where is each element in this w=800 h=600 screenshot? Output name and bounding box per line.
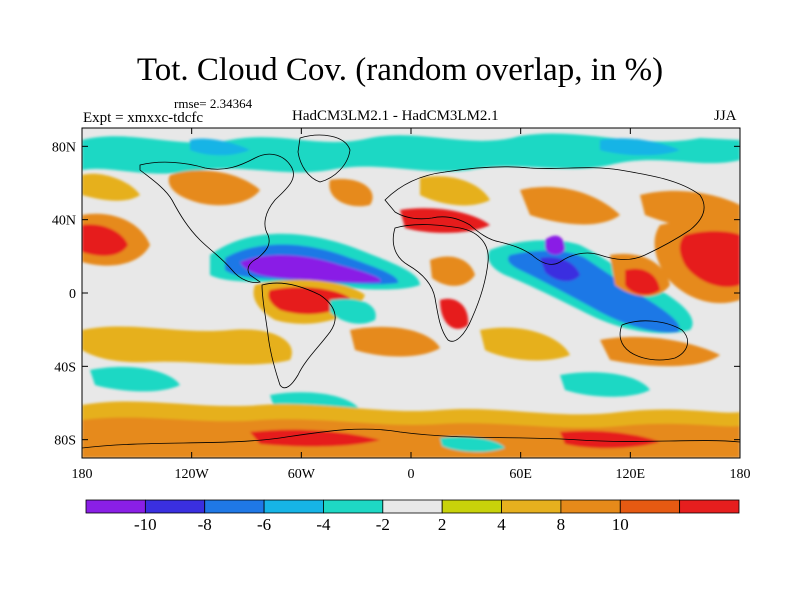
colorbar-label: -10 xyxy=(134,515,157,534)
colorbar-swatch xyxy=(619,499,681,514)
field-patch xyxy=(82,173,140,201)
field-patch xyxy=(560,430,660,449)
field-patch xyxy=(440,436,505,453)
lon-tick-label: 180 xyxy=(72,467,93,482)
field-patch xyxy=(90,366,180,392)
field-patch xyxy=(600,138,680,156)
lat-tick-label: 40N xyxy=(52,214,76,229)
colorbar xyxy=(85,499,740,514)
lon-tick-label: 120W xyxy=(175,467,210,482)
field-patch xyxy=(600,336,720,367)
model-label: HadCM3LM2.1 - HadCM3LM2.1 xyxy=(292,108,499,124)
field-patch xyxy=(420,176,490,206)
season-label: JJA xyxy=(714,108,737,124)
lon-tick-label: 60E xyxy=(509,467,532,482)
coastline-eurasia xyxy=(384,166,705,265)
colorbar-swatch xyxy=(263,499,324,514)
field-patch xyxy=(520,186,620,225)
lon-tick-label: 0 xyxy=(408,467,415,482)
colorbar-label: 4 xyxy=(497,515,506,534)
map-axes: 80N 40N 0 40S 80S 180 120W 60W 0 60E 120E 180 xyxy=(52,128,751,482)
field-patch xyxy=(82,326,292,365)
field-patch xyxy=(268,287,350,315)
field-patch xyxy=(82,224,128,256)
lat-tick-label: 40S xyxy=(54,360,76,375)
colorbar-label: 2 xyxy=(437,515,447,534)
colorbar-swatch xyxy=(323,499,384,514)
field-patch xyxy=(430,256,475,286)
field-patch xyxy=(400,208,490,233)
field-patch xyxy=(168,170,260,206)
lat-tick-label: 80S xyxy=(54,434,76,449)
lon-tick-label: 60W xyxy=(288,467,316,482)
coastline-antarctica xyxy=(82,428,740,449)
colorbar-label: -4 xyxy=(316,515,331,534)
field-patch xyxy=(250,429,380,447)
map-title: Tot. Cloud Cov. (random overlap, in %) xyxy=(136,52,664,88)
field-patch xyxy=(329,179,373,207)
field-patch xyxy=(625,268,660,295)
experiment-label: Expt = xmxxc-tdcfc xyxy=(83,110,204,126)
field-patch xyxy=(240,254,381,283)
coastline-greenland xyxy=(297,134,351,183)
lat-tick-label: 0 xyxy=(69,287,76,302)
field-patch xyxy=(350,326,440,357)
colorbar-swatch xyxy=(144,499,206,514)
field-patch xyxy=(540,257,580,282)
field-patch xyxy=(480,327,570,361)
field-patch xyxy=(82,133,740,174)
coastline-australia xyxy=(619,320,689,361)
colorbar-swatch xyxy=(382,499,443,514)
colorbar-label: -8 xyxy=(197,515,212,534)
field-patch xyxy=(440,298,469,329)
field-patch xyxy=(330,298,376,324)
field-patch xyxy=(82,417,740,458)
colorbar-swatch xyxy=(560,499,621,514)
colorbar-swatch xyxy=(204,499,265,514)
lon-tick-label: 180 xyxy=(730,467,751,482)
coastline-africa xyxy=(392,224,489,342)
coastlines xyxy=(82,134,740,449)
anomaly-field xyxy=(82,128,740,458)
colorbar-swatch xyxy=(501,499,562,514)
coastline-north-america xyxy=(139,153,294,283)
coastline-south-america xyxy=(261,282,336,389)
field-patch xyxy=(679,231,740,288)
lon-tick-label: 120E xyxy=(616,467,646,482)
colorbar-label: -2 xyxy=(375,515,390,534)
colorbar-swatch xyxy=(679,499,740,514)
colorbar-label: 10 xyxy=(611,515,629,534)
colorbar-label: 8 xyxy=(556,515,566,534)
field-patch xyxy=(560,372,650,397)
colorbar-label: -6 xyxy=(256,515,272,534)
field-patch xyxy=(190,138,250,156)
lat-tick-label: 80N xyxy=(52,140,76,155)
field-patch xyxy=(545,235,565,255)
colorbar-swatch xyxy=(441,499,502,514)
rmse-label: rmse= 2.34364 xyxy=(174,96,253,111)
colorbar-swatch xyxy=(85,499,146,514)
